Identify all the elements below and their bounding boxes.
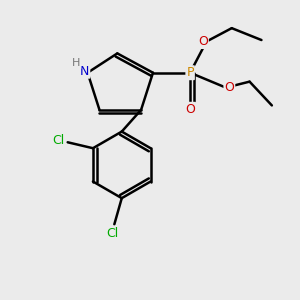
Text: O: O [198,35,208,48]
Text: O: O [185,103,195,116]
Text: P: P [186,66,194,79]
Text: Cl: Cl [52,134,64,147]
Text: N: N [80,65,89,78]
Text: H: H [72,58,80,68]
Text: Cl: Cl [107,227,119,240]
Text: O: O [224,81,234,94]
